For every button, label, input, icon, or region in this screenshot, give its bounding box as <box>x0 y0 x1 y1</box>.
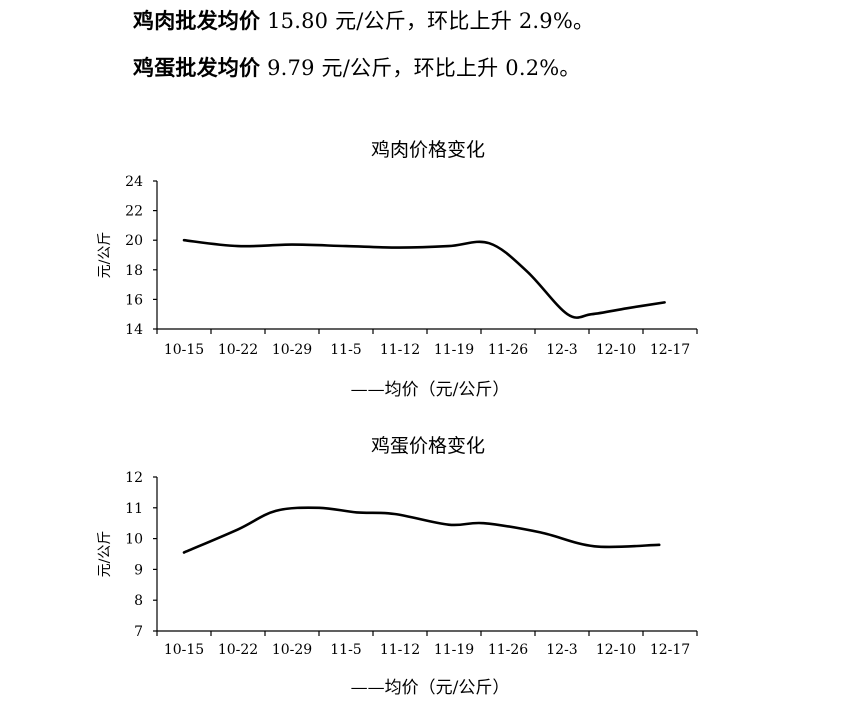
chart-title: 鸡蛋价格变化 <box>371 435 485 457</box>
y-tick-label: 8 <box>134 593 143 609</box>
y-tick-label: 24 <box>125 174 143 190</box>
x-tick-label: 10-29 <box>272 342 312 358</box>
summary-detail: 9.79 元/公斤，环比上升 0.2%。 <box>260 56 581 80</box>
chart-title: 鸡肉价格变化 <box>371 139 485 161</box>
summary-lead: 鸡蛋批发均价 <box>133 55 261 80</box>
y-tick-label: 16 <box>125 292 143 308</box>
x-tick-label: 12-10 <box>596 642 636 658</box>
x-tick-label: 12-17 <box>650 642 690 658</box>
y-axis-label: 元/公斤 <box>97 531 113 578</box>
x-tick-label: 11-26 <box>488 342 528 358</box>
legend-label: ——均价（元/公斤） <box>351 380 510 400</box>
legend-label: ——均价（元/公斤） <box>351 678 510 698</box>
x-tick-label: 10-15 <box>164 642 204 658</box>
x-tick-label: 10-22 <box>218 642 258 658</box>
y-axis-label: 元/公斤 <box>97 232 113 279</box>
x-tick-label: 12-3 <box>546 342 577 358</box>
x-tick-label: 11-12 <box>380 642 420 658</box>
summary-lead: 鸡肉批发均价 <box>133 8 261 33</box>
y-tick-label: 7 <box>134 624 143 640</box>
x-tick-label: 11-5 <box>330 342 361 358</box>
y-tick-label: 12 <box>125 470 143 486</box>
y-tick-label: 11 <box>125 501 143 517</box>
chicken-price-summary: 鸡肉批发均价 15.80 元/公斤，环比上升 2.9%。 <box>133 10 594 32</box>
x-tick-label: 10-29 <box>272 642 312 658</box>
y-tick-label: 20 <box>125 233 143 249</box>
x-tick-label: 11-5 <box>330 642 361 658</box>
series-line <box>182 506 661 554</box>
y-tick-label: 22 <box>125 204 143 220</box>
egg-price-summary: 鸡蛋批发均价 9.79 元/公斤，环比上升 0.2%。 <box>133 57 581 79</box>
line-chart: 鸡肉价格变化 14 16 18 20 22 24 10-15 10-22 10-29 11-5 11-… <box>97 139 698 400</box>
x-tick-label: 12-17 <box>650 342 690 358</box>
x-tick-label: 10-22 <box>218 342 258 358</box>
summary-detail: 15.80 元/公斤，环比上升 2.9%。 <box>260 9 595 33</box>
x-tick-label: 11-19 <box>434 642 474 658</box>
x-tick-label: 11-12 <box>380 342 420 358</box>
series-line <box>182 238 666 319</box>
x-tick-label: 11-19 <box>434 342 474 358</box>
line-chart: 鸡蛋价格变化 7 8 9 10 11 12 10-15 10-22 10-29 11-5 11-12 1… <box>97 435 698 698</box>
y-tick-label: 9 <box>134 562 143 578</box>
y-tick-label: 14 <box>125 322 143 338</box>
x-tick-label: 12-3 <box>546 642 577 658</box>
x-tick-label: 11-26 <box>488 642 528 658</box>
y-tick-label: 10 <box>125 532 143 548</box>
x-tick-label: 12-10 <box>596 342 636 358</box>
x-tick-label: 10-15 <box>164 342 204 358</box>
y-tick-label: 18 <box>125 263 143 279</box>
